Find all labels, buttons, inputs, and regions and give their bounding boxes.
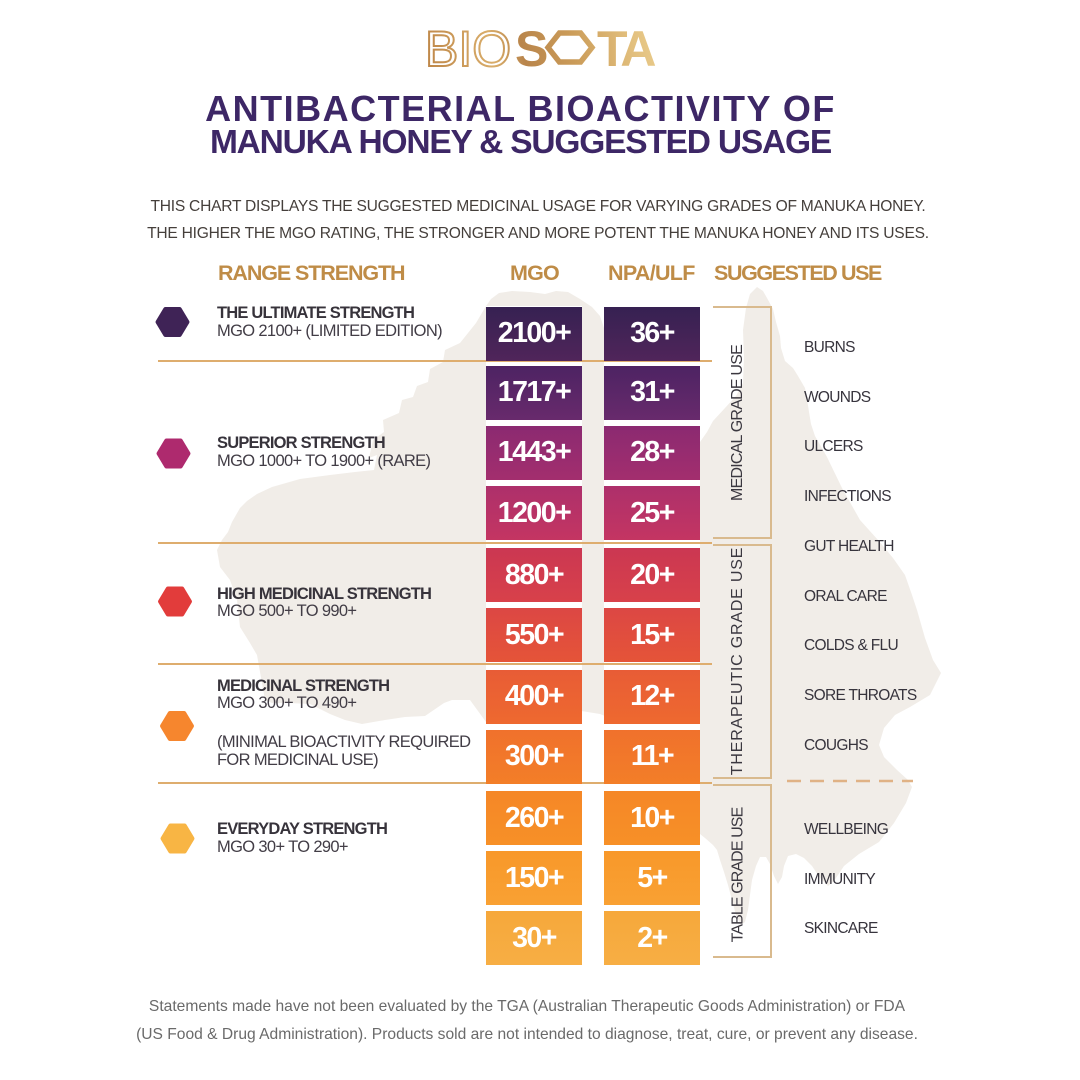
svg-text:S: S [515, 22, 548, 72]
svg-text:BIO: BIO [425, 22, 511, 72]
svg-text:TA: TA [597, 22, 655, 72]
